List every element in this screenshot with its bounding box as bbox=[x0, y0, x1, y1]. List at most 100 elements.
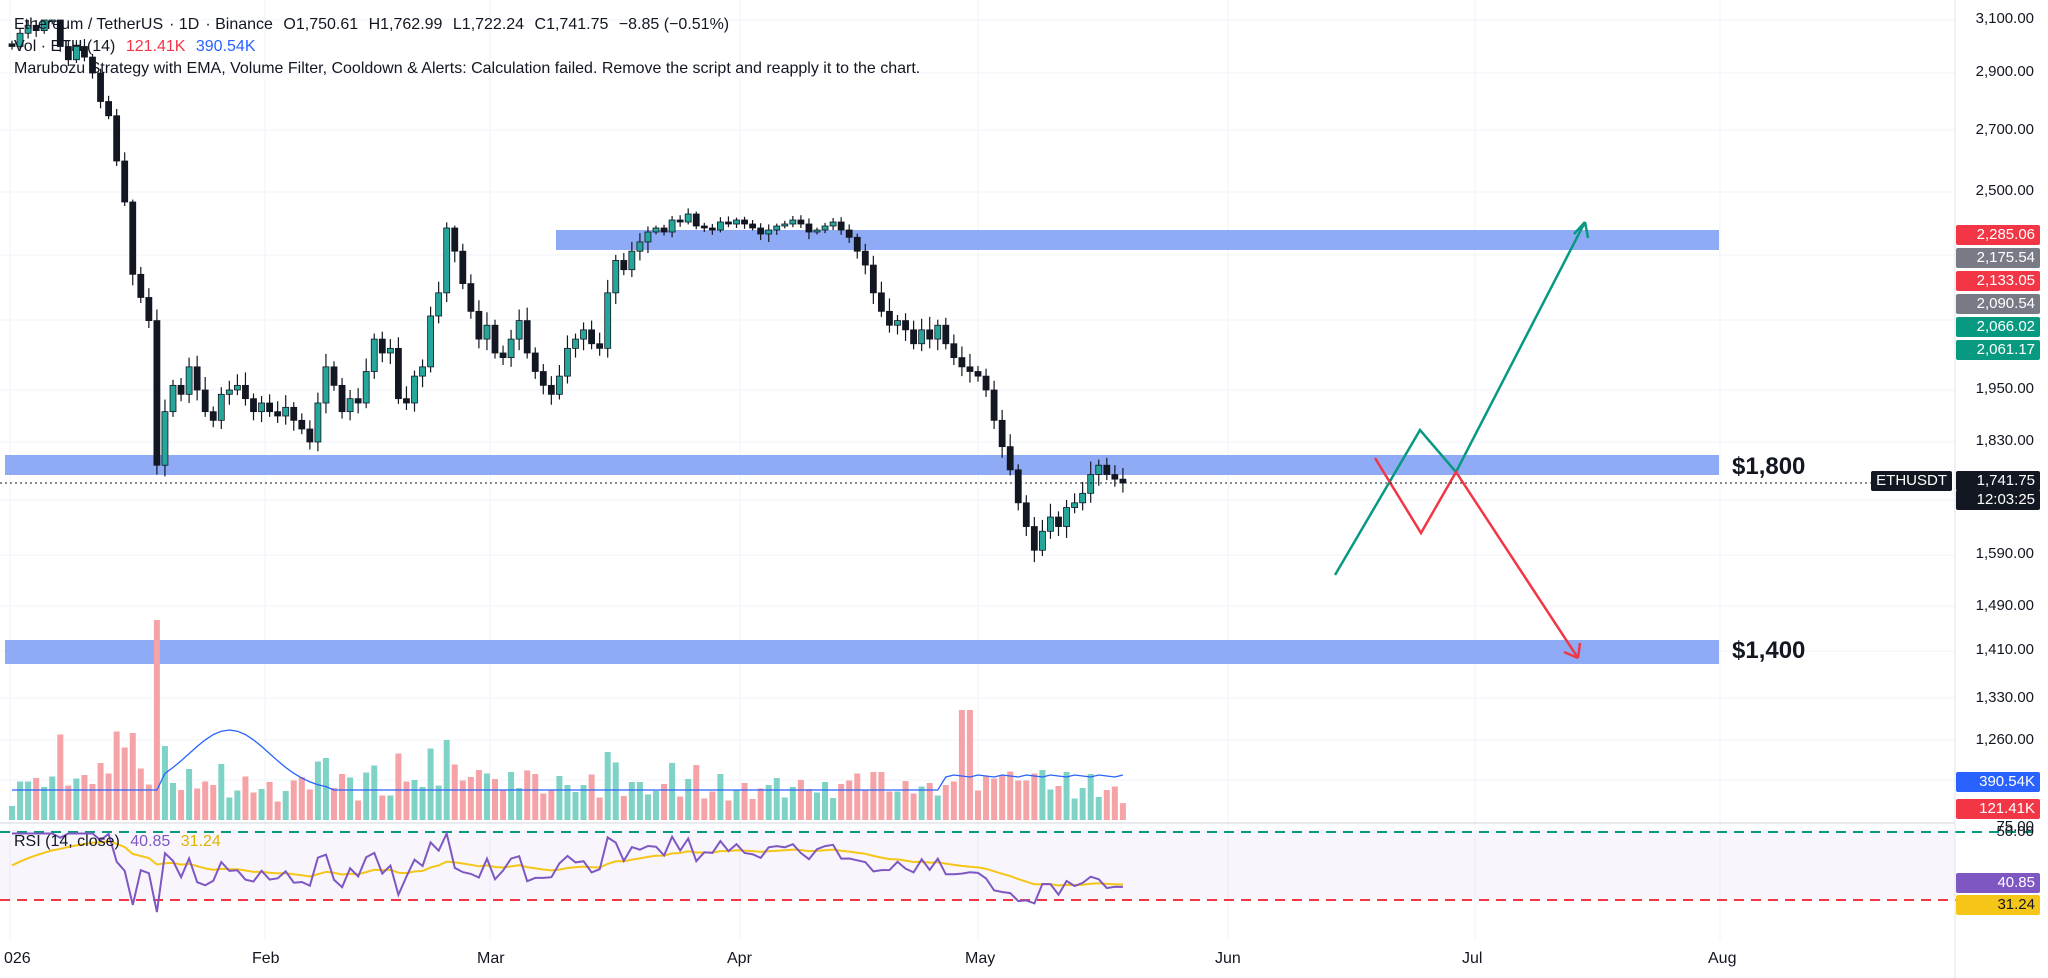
candle-body bbox=[805, 223, 813, 233]
volume-bar bbox=[274, 801, 281, 820]
volume-bar bbox=[81, 775, 88, 820]
volume-bar bbox=[950, 781, 957, 820]
rsi-panel bbox=[0, 830, 2040, 913]
volume-bar bbox=[57, 734, 64, 820]
volume-bar bbox=[628, 782, 635, 820]
volume-bar bbox=[926, 783, 933, 820]
candle-body bbox=[290, 406, 298, 421]
candle-body bbox=[853, 236, 861, 252]
price-tag: 2,133.05 bbox=[1956, 271, 2040, 291]
price-axis-label: 1,260.00 bbox=[1975, 731, 2034, 748]
volume-bar bbox=[588, 774, 595, 820]
volume-bar bbox=[49, 776, 56, 820]
volume-bar bbox=[178, 790, 185, 820]
volume-bar bbox=[572, 792, 579, 820]
candle-body bbox=[700, 225, 708, 229]
volume-bar bbox=[958, 710, 965, 820]
symbol-legend[interactable]: Ethereum / TetherUS · 1D · Binance O1,750.… bbox=[14, 16, 730, 33]
candle-body bbox=[73, 46, 80, 61]
candle-body bbox=[378, 338, 386, 354]
volume-bar bbox=[65, 785, 72, 820]
candle-body bbox=[81, 46, 88, 58]
candle-body bbox=[153, 320, 161, 466]
volume-bar bbox=[524, 770, 531, 820]
candlesticks bbox=[8, 19, 1127, 563]
candle-body bbox=[362, 371, 370, 404]
candle-body bbox=[177, 384, 185, 395]
volume-bar bbox=[226, 797, 233, 820]
candle-body bbox=[515, 320, 523, 340]
candle-body bbox=[620, 260, 628, 271]
x-axis-label: Jun bbox=[1215, 950, 1241, 967]
price-axis-label: 1,590.00 bbox=[1975, 545, 2034, 562]
volume-bar bbox=[1119, 803, 1126, 820]
price-axis-label: 1,410.00 bbox=[1975, 641, 2034, 658]
volume-bar bbox=[556, 776, 563, 820]
candle-body bbox=[1022, 502, 1030, 527]
volume-bar bbox=[822, 782, 829, 820]
volume-bar bbox=[483, 773, 490, 820]
candle-body bbox=[910, 329, 917, 345]
candle-body bbox=[217, 393, 225, 421]
candle-body bbox=[427, 315, 435, 368]
volume-bar bbox=[604, 752, 611, 820]
volume-bar bbox=[210, 785, 217, 820]
volume-bar bbox=[347, 777, 354, 820]
candle-body bbox=[370, 338, 378, 372]
bearish-arrowhead bbox=[1563, 642, 1582, 660]
price-axis-label: 1,950.00 bbox=[1975, 380, 2034, 397]
candle-body bbox=[89, 56, 96, 74]
candle-body bbox=[354, 398, 362, 404]
volume-bar bbox=[258, 789, 265, 820]
symbol-name: Ethereum / TetherUS bbox=[14, 16, 164, 33]
volume-bar bbox=[532, 774, 539, 820]
volume-ma-value: 390.54K bbox=[195, 38, 256, 55]
volume-bar bbox=[467, 777, 474, 820]
volume-bar bbox=[725, 800, 732, 820]
price-tag: 2,090.54 bbox=[1956, 294, 2040, 314]
volume-bar bbox=[137, 768, 144, 820]
support-zone-1800 bbox=[5, 455, 1719, 475]
x-axis-label: Feb bbox=[252, 950, 280, 967]
volume-bar bbox=[105, 773, 112, 820]
rsi-legend[interactable]: RSI (14, close) 40.85 31.24 bbox=[14, 833, 227, 851]
candle-body bbox=[676, 219, 684, 223]
candle-body bbox=[435, 292, 443, 317]
volume-bar bbox=[966, 710, 973, 820]
price-zones bbox=[5, 230, 1719, 664]
volume-bar bbox=[1079, 788, 1086, 820]
candle-body bbox=[32, 24, 40, 31]
candle-body bbox=[644, 231, 652, 243]
price-axis-label: 1,330.00 bbox=[1975, 689, 2034, 706]
volume-bar bbox=[1007, 771, 1014, 820]
volume-bar bbox=[250, 792, 257, 820]
price-change: −8.85 (−0.51%) bbox=[618, 16, 730, 33]
price-axis-label: 2,500.00 bbox=[1975, 182, 2034, 199]
candle-body bbox=[789, 219, 797, 225]
volume-legend[interactable]: Vol · ETH (14) 121.41K 390.54K bbox=[14, 38, 261, 56]
volume-bar bbox=[266, 782, 273, 820]
candle-body bbox=[1119, 478, 1127, 484]
volume-bar bbox=[298, 777, 305, 820]
volume-bar bbox=[435, 785, 442, 820]
candle-body bbox=[556, 375, 563, 395]
candle-body bbox=[539, 371, 547, 386]
ohlc-low: L1,722.24 bbox=[452, 16, 525, 33]
candle-body bbox=[942, 324, 950, 345]
projection-paths bbox=[1333, 221, 1590, 660]
volume-bar bbox=[41, 787, 48, 820]
volume-bar bbox=[170, 783, 176, 820]
candle-body bbox=[137, 273, 145, 298]
candle-body bbox=[250, 398, 257, 413]
volume-bar bbox=[781, 797, 788, 820]
x-axis-label: 026 bbox=[4, 950, 31, 967]
volume-bar bbox=[339, 774, 346, 820]
volume-bar bbox=[379, 795, 386, 820]
volume-ma-path bbox=[12, 729, 1124, 791]
volume-bar bbox=[492, 779, 498, 820]
volume-bar bbox=[500, 789, 507, 820]
candle-body bbox=[322, 366, 330, 404]
volume-bar bbox=[975, 790, 981, 820]
volume-bar bbox=[1015, 780, 1022, 820]
